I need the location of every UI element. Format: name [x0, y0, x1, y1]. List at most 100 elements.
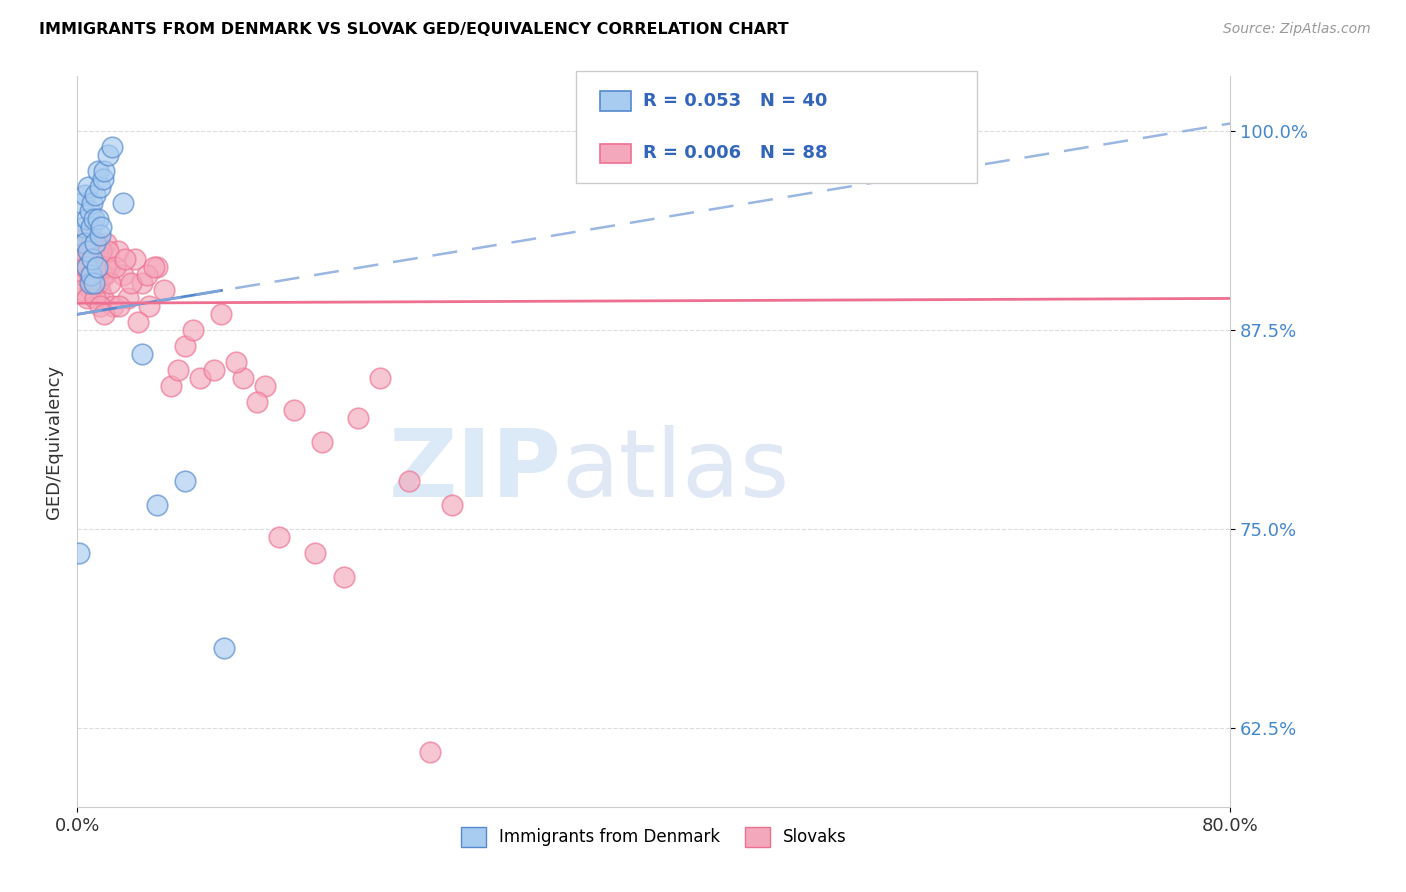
Point: [90, 219, 112, 234]
Point: [77, 227, 100, 242]
Text: Source: ZipAtlas.com: Source: ZipAtlas.com: [1223, 22, 1371, 37]
Text: R = 0.053   N = 40: R = 0.053 N = 40: [643, 92, 827, 110]
Point: [211, 307, 233, 321]
Point: [90, 244, 112, 258]
Point: [108, 299, 131, 313]
Point: [145, 498, 167, 512]
Point: [69, 546, 91, 560]
Point: [87, 260, 110, 274]
Point: [90, 244, 112, 258]
Text: ZIP: ZIP: [388, 425, 561, 516]
Point: [117, 292, 139, 306]
Point: [72, 284, 94, 298]
Point: [89, 227, 111, 242]
Point: [84, 276, 107, 290]
Point: [79, 204, 101, 219]
Point: [96, 235, 118, 250]
Point: [82, 196, 104, 211]
Point: [202, 363, 225, 377]
Point: [104, 260, 127, 274]
Point: [103, 299, 125, 313]
Point: [75, 260, 97, 274]
Point: [82, 260, 104, 274]
Point: [97, 148, 120, 162]
Point: [441, 498, 464, 512]
Point: [83, 276, 105, 290]
Point: [80, 235, 103, 250]
Point: [304, 546, 326, 560]
Point: [87, 211, 110, 226]
Point: [94, 260, 117, 274]
Point: [181, 323, 204, 337]
Point: [311, 434, 333, 449]
Point: [73, 235, 96, 250]
Point: [83, 252, 105, 266]
Point: [79, 268, 101, 282]
Point: [76, 260, 98, 274]
Point: [75, 235, 97, 250]
Point: [83, 244, 105, 258]
Point: [84, 235, 107, 250]
Point: [83, 211, 105, 226]
Point: [225, 355, 247, 369]
Point: [89, 299, 111, 313]
Point: [107, 244, 129, 258]
Point: [114, 252, 136, 266]
Y-axis label: GED/Equivalency: GED/Equivalency: [45, 365, 63, 518]
Point: [145, 260, 167, 274]
Point: [87, 276, 110, 290]
Point: [232, 371, 254, 385]
Point: [72, 196, 94, 211]
Point: [101, 140, 124, 154]
Point: [80, 235, 103, 250]
Point: [333, 570, 356, 584]
Point: [82, 252, 104, 266]
Point: [84, 188, 107, 202]
Point: [167, 363, 190, 377]
Point: [79, 284, 101, 298]
Point: [77, 244, 100, 258]
Point: [97, 244, 120, 258]
Text: IMMIGRANTS FROM DENMARK VS SLOVAK GED/EQUIVALENCY CORRELATION CHART: IMMIGRANTS FROM DENMARK VS SLOVAK GED/EQ…: [39, 22, 789, 37]
Point: [174, 475, 197, 489]
Point: [75, 235, 97, 250]
Point: [135, 268, 157, 282]
Point: [98, 260, 121, 274]
Point: [153, 284, 174, 298]
Point: [79, 276, 101, 290]
Point: [86, 235, 108, 250]
Point: [112, 196, 135, 211]
Point: [93, 164, 115, 178]
Point: [188, 371, 211, 385]
Point: [112, 268, 135, 282]
Point: [138, 299, 160, 313]
Point: [419, 745, 441, 759]
Point: [82, 276, 104, 290]
Text: R = 0.006   N = 88: R = 0.006 N = 88: [643, 145, 827, 162]
Point: [100, 276, 122, 290]
Point: [174, 339, 197, 353]
Legend: Immigrants from Denmark, Slovaks: Immigrants from Denmark, Slovaks: [454, 820, 853, 854]
Point: [80, 219, 103, 234]
Point: [69, 276, 91, 290]
Point: [131, 347, 153, 361]
Point: [347, 410, 370, 425]
Point: [70, 227, 93, 242]
Point: [87, 164, 110, 178]
Point: [124, 252, 146, 266]
Point: [89, 180, 111, 194]
Point: [73, 219, 96, 234]
Point: [89, 284, 111, 298]
Point: [368, 371, 391, 385]
Point: [76, 211, 98, 226]
Point: [73, 252, 96, 266]
Point: [91, 172, 114, 186]
Point: [160, 379, 183, 393]
Point: [70, 252, 93, 266]
Point: [70, 227, 93, 242]
Point: [93, 307, 115, 321]
Point: [91, 292, 114, 306]
Point: [77, 180, 100, 194]
Text: atlas: atlas: [561, 425, 790, 516]
Point: [86, 252, 108, 266]
